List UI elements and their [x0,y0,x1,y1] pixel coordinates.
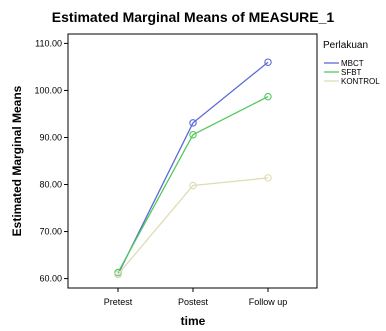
x-tick-label: Follow up [249,297,288,307]
x-tick-label: Pretest [104,297,133,307]
series-line-kontrol [117,177,269,275]
x-axis-label: time [181,314,206,328]
legend-label-kontrol: KONTROL [341,77,380,86]
data-point-kontrol [189,181,197,190]
legend-label-sfbt: SFBT [341,68,362,77]
legend-title: Perlakuan [323,40,368,51]
y-tick-label: 60.00 [39,274,62,284]
series-line-mbct [117,61,269,275]
series-line-sfbt [117,96,269,273]
y-tick-label: 70.00 [39,227,62,237]
y-tick-label: 80.00 [39,180,62,190]
data-point-kontrol [114,270,122,279]
y-axis-label: Estimated Marginal Means [10,85,24,236]
y-tick-label: 90.00 [39,132,62,142]
y-axis: 60.00 70.00 80.00 90.00 100.00 110.00 [34,38,68,284]
plot-area [67,33,318,289]
x-axis: Pretest Postest Follow up [104,288,288,307]
chart-title: Estimated Marginal Means of MEASURE_1 [52,9,335,25]
legend-label-mbct: MBCT [341,59,364,68]
data-point-sfbt [264,92,272,101]
data-point-mbct [264,58,272,66]
data-point-sfbt [189,130,197,139]
x-tick-label: Postest [178,297,209,307]
data-point-mbct [189,119,197,127]
series-group [114,58,272,279]
data-point-kontrol [264,174,272,182]
y-tick-label: 110.00 [35,38,62,48]
y-tick-label: 100.00 [34,85,62,95]
